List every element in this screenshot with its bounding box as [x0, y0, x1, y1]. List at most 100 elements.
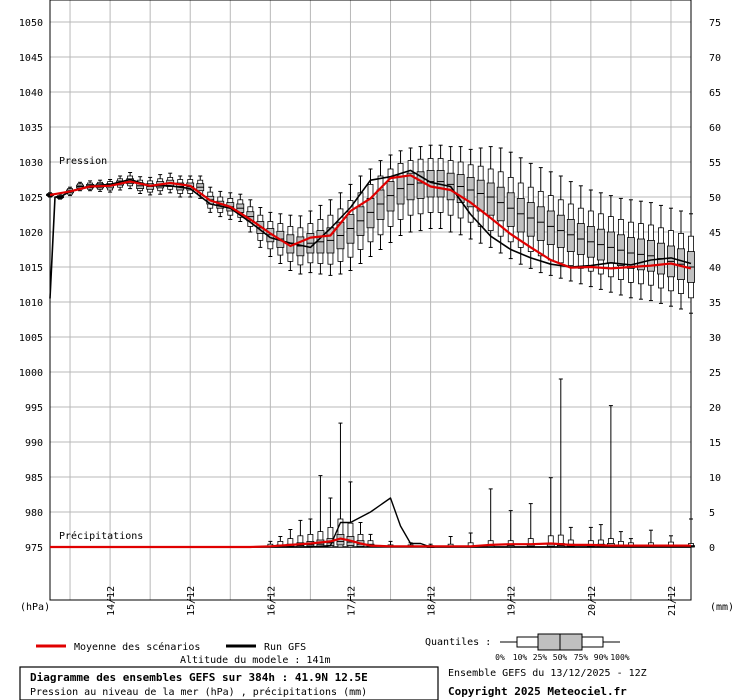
pressure-box: [516, 157, 525, 265]
box-iqr: [556, 214, 565, 248]
y-tick-right: 20: [709, 403, 721, 414]
y-axis-right-unit: (mm): [710, 602, 734, 613]
x-tick-label: 20/12: [587, 586, 598, 616]
y-tick-left: 1035: [19, 123, 43, 134]
y-tick-left: 1045: [19, 53, 43, 64]
pressure-box: [486, 146, 495, 248]
chart-title: Diagramme des ensembles GEFS sur 384h : …: [30, 671, 368, 684]
pressure-box: [566, 181, 575, 282]
box-iqr: [486, 182, 495, 216]
precip-box: [486, 488, 495, 548]
copyright: Copyright 2025 Meteociel.fr: [448, 685, 627, 698]
y-axis-left-unit: (hPa): [20, 602, 50, 613]
y-tick-left: 1040: [19, 88, 43, 99]
y-tick-left: 995: [25, 403, 43, 414]
y-tick-left: 975: [25, 543, 43, 554]
pressure-box: [576, 185, 585, 285]
pressure-series-label: Pression: [59, 156, 107, 167]
y-tick-right: 45: [709, 228, 721, 239]
plot-axes: [49, 0, 692, 601]
precip-box: [316, 475, 325, 548]
pressure-box: [356, 175, 365, 264]
y-tick-left: 1025: [19, 193, 43, 204]
run-label: Ensemble GEFS du 13/12/2025 - 12Z: [448, 668, 647, 679]
pressure-box: [416, 146, 425, 232]
box-iqr: [536, 206, 545, 241]
pressure-box: [606, 195, 615, 293]
quantile-tick-label: 0%: [495, 653, 505, 662]
y-tick-right: 40: [709, 263, 721, 274]
precip-box: [556, 378, 565, 548]
x-tick-label: 21/12: [667, 586, 678, 616]
box-iqr: [476, 179, 485, 212]
quantile-tick-label: 10%: [513, 653, 528, 662]
quantile-tick-label: 75%: [574, 653, 589, 662]
pressure-box: [236, 193, 245, 222]
plot-frame: [49, 0, 692, 601]
box-iqr: [366, 197, 375, 229]
box-iqr: [416, 171, 425, 199]
pressure-box: [536, 167, 545, 274]
y-tick-right: 65: [709, 88, 721, 99]
box-iqr: [516, 197, 525, 233]
pressure-box: [246, 199, 255, 233]
pressure-box: [506, 151, 515, 260]
legend-mean-label: Moyenne des scénarios: [74, 641, 200, 653]
precip-box: [526, 503, 535, 548]
pressure-box: [456, 146, 465, 236]
precip-box: [346, 481, 355, 548]
box-iqr: [456, 174, 465, 204]
quantile-tick-label: 25%: [533, 653, 548, 662]
box-iqr: [396, 175, 405, 205]
box-iqr: [496, 186, 505, 222]
x-tick-label: 19/12: [507, 586, 518, 616]
y-tick-right: 10: [709, 473, 721, 484]
y-tick-left: 1020: [19, 228, 43, 239]
y-tick-left: 1015: [19, 263, 43, 274]
quantiles-label: Quantiles :: [425, 637, 491, 648]
quantile-tick-label: 50%: [553, 653, 568, 662]
box-iqr: [426, 169, 435, 198]
y-tick-left: 1005: [19, 333, 43, 344]
box-iqr: [566, 218, 575, 252]
y-tick-left: 1010: [19, 298, 43, 309]
precip-box: [647, 529, 655, 548]
box-outer: [337, 518, 344, 548]
y-tick-right: 60: [709, 123, 721, 134]
y-tick-right: 35: [709, 298, 721, 309]
precip-mean-line: [50, 537, 691, 549]
y-tick-left: 980: [25, 508, 43, 519]
quantile-key: 0% 10% 25% 50% 75% 90% 100%: [495, 633, 630, 662]
axis-labels: 9759809859909951000100510101015102010251…: [19, 18, 721, 616]
y-tick-right: 0: [709, 543, 715, 554]
pressure-mean-line: [49, 174, 692, 270]
y-tick-right: 25: [709, 368, 721, 379]
pressure-box: [136, 176, 145, 194]
box-outer: [327, 527, 334, 548]
y-tick-right: 50: [709, 193, 721, 204]
pressure-box: [637, 200, 645, 300]
pressure-box: [647, 202, 655, 302]
box-iqr: [546, 210, 555, 245]
pressure-box: [596, 192, 605, 290]
pressure-box: [336, 192, 345, 275]
pressure-box: [406, 147, 415, 233]
box-iqr: [376, 189, 385, 220]
pressure-box: [586, 189, 595, 288]
y-tick-right: 15: [709, 438, 721, 449]
pressure-box: [326, 199, 335, 276]
pressure-box: [346, 183, 355, 271]
x-tick-label: 16/12: [266, 586, 277, 616]
y-tick-right: 30: [709, 333, 721, 344]
box-iqr: [406, 172, 415, 201]
y-tick-right: 55: [709, 158, 721, 169]
y-tick-left: 985: [25, 473, 43, 484]
pressure-box: [396, 150, 405, 236]
precip-box: [466, 532, 475, 548]
pressure-box: [196, 175, 205, 199]
precip-boxes: [266, 378, 695, 548]
precip-box: [606, 405, 615, 548]
pressure-box: [386, 154, 395, 243]
pressure-box: [667, 207, 675, 307]
